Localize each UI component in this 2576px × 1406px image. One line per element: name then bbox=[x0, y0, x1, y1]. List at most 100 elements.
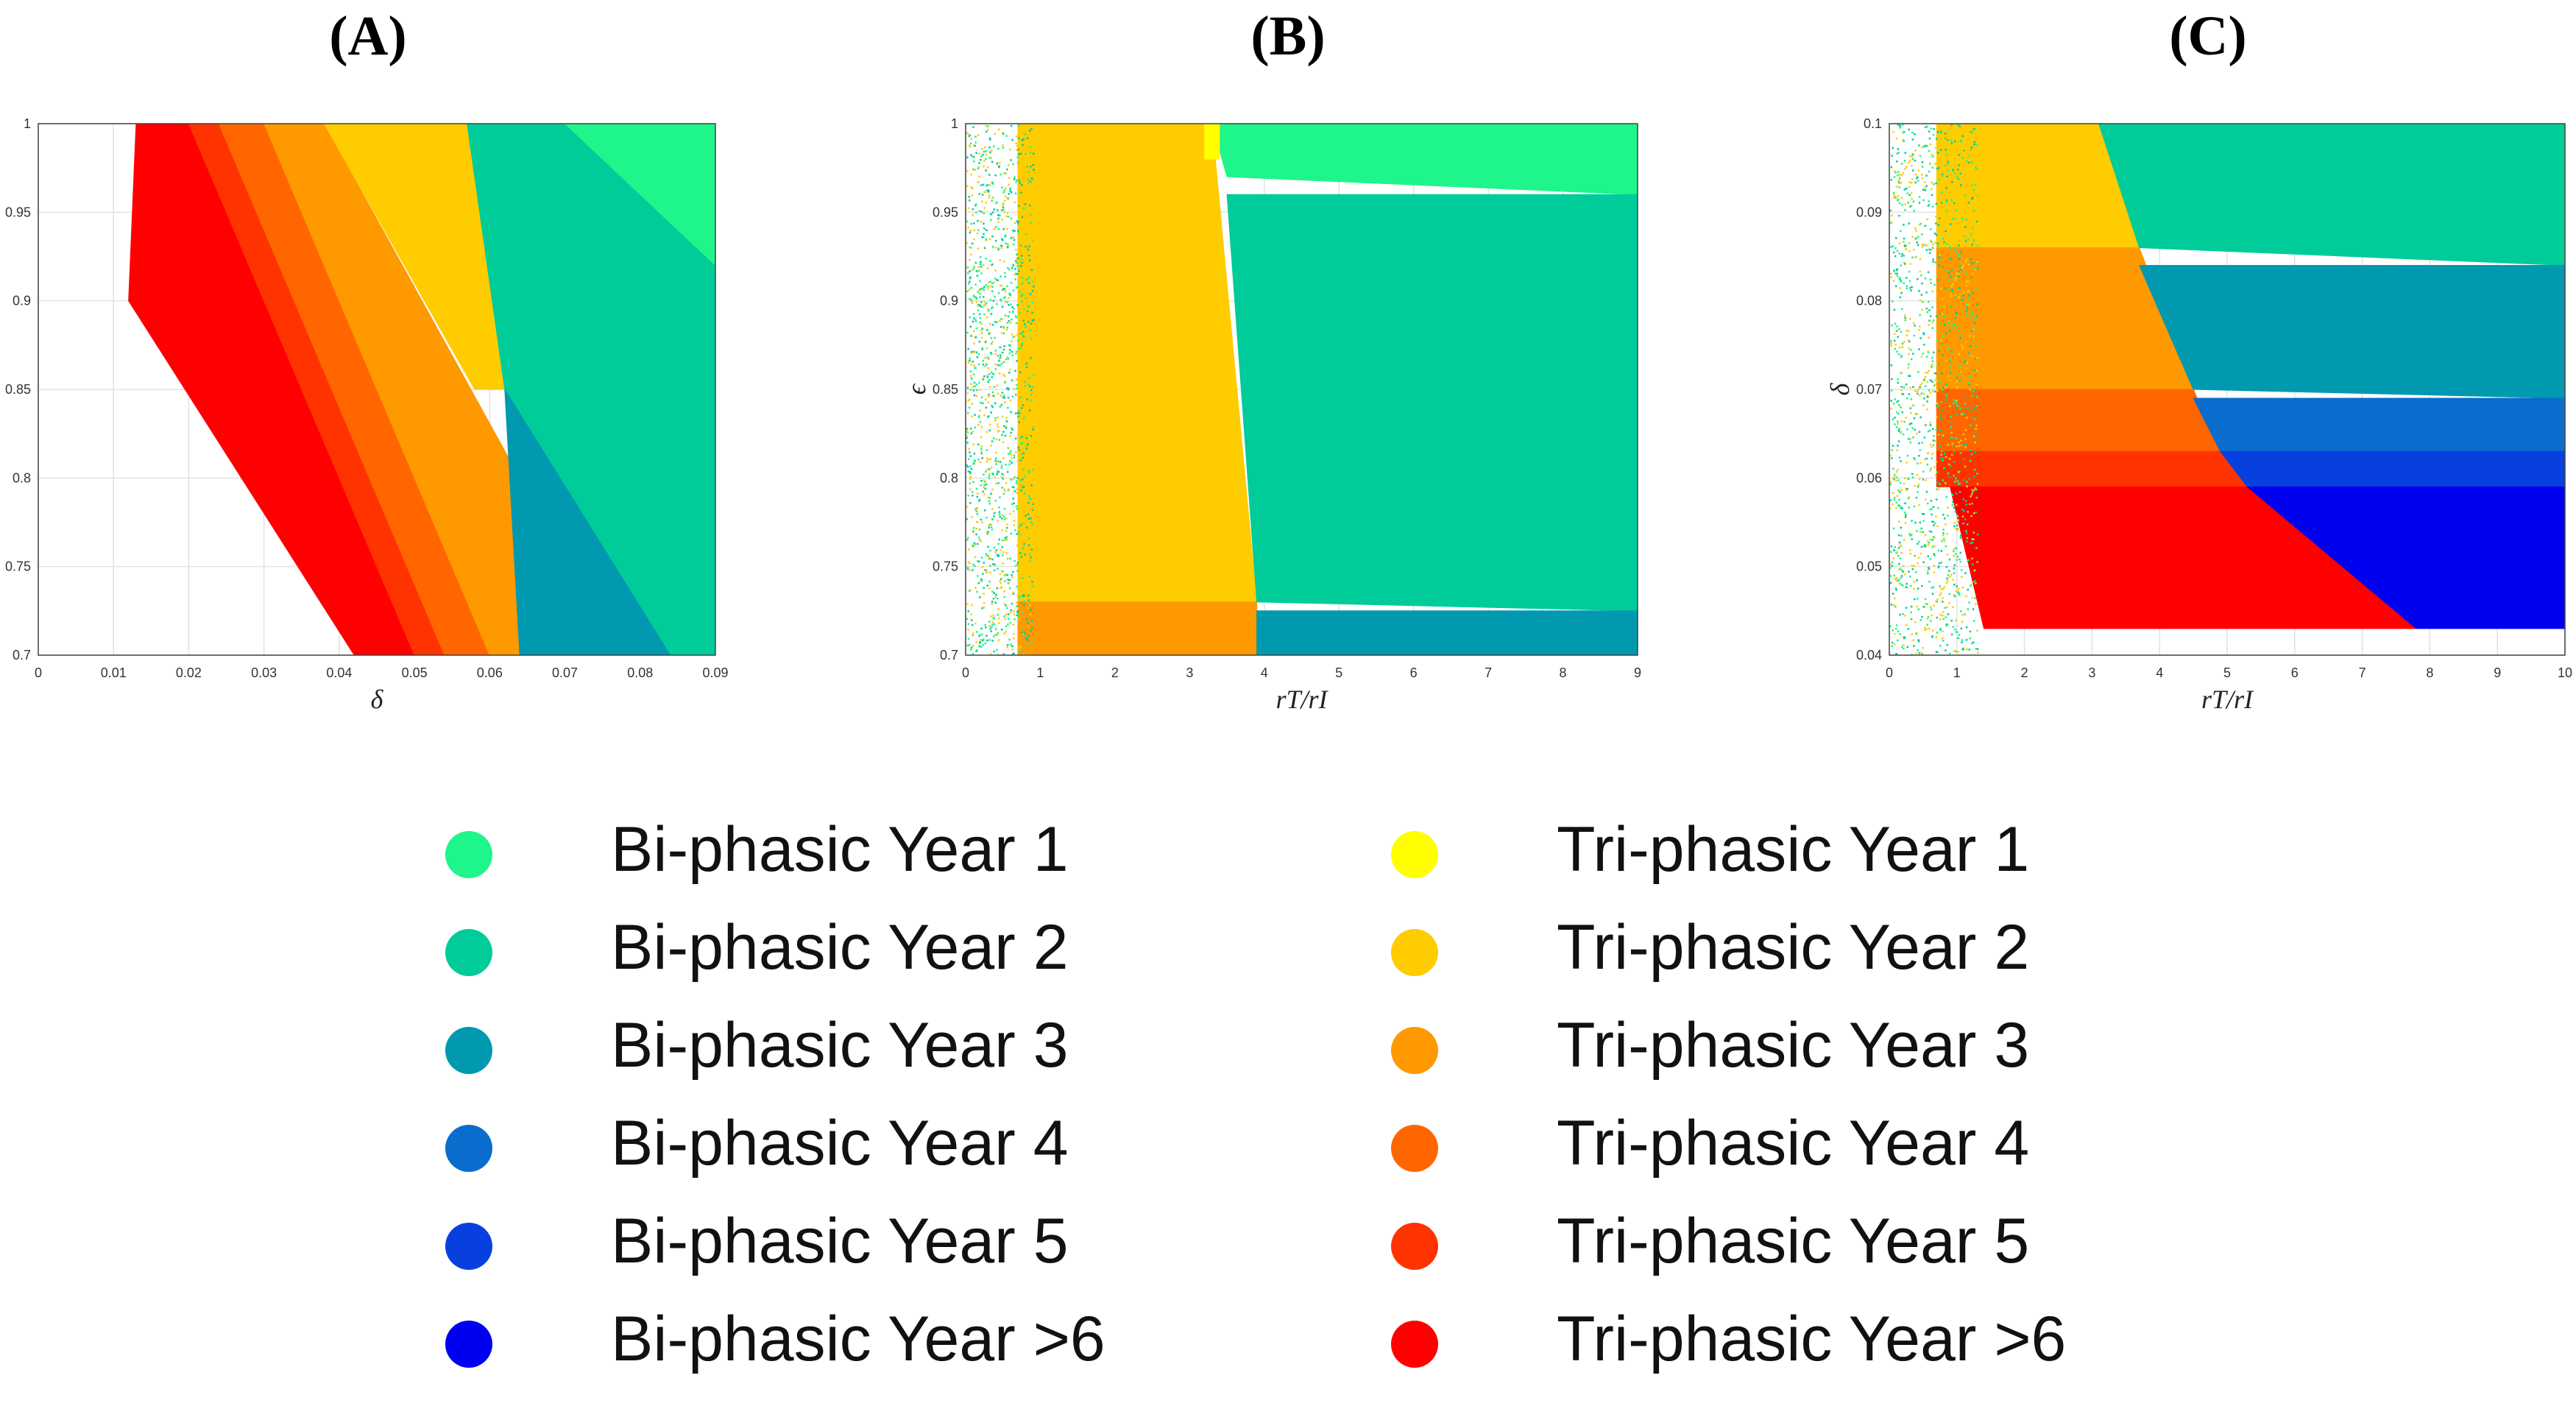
scatter-point bbox=[1950, 464, 1952, 467]
scatter-point bbox=[1899, 557, 1902, 559]
scatter-point bbox=[1921, 166, 1924, 168]
scatter-point bbox=[1900, 526, 1902, 529]
scatter-point bbox=[1948, 558, 1951, 561]
scatter-point bbox=[1936, 402, 1939, 405]
scatter-point bbox=[1032, 239, 1034, 241]
scatter-point bbox=[1897, 152, 1900, 154]
scatter-point bbox=[998, 513, 1001, 516]
scatter-point bbox=[1967, 291, 1970, 293]
scatter-point bbox=[1021, 519, 1024, 522]
scatter-point bbox=[1908, 570, 1910, 573]
scatter-point bbox=[1922, 392, 1925, 395]
scatter-point bbox=[1955, 590, 1958, 592]
scatter-point bbox=[1925, 371, 1927, 374]
scatter-point bbox=[1021, 632, 1023, 634]
scatter-point bbox=[976, 513, 979, 515]
scatter-point bbox=[1015, 286, 1018, 289]
scatter-point bbox=[1893, 269, 1895, 272]
scatter-point bbox=[1952, 606, 1954, 609]
scatter-point bbox=[1021, 628, 1023, 631]
scatter-point bbox=[980, 436, 983, 439]
scatter-point bbox=[1906, 192, 1908, 195]
scatter-point bbox=[1931, 360, 1934, 363]
legend-label: Bi-phasic Year 4 bbox=[611, 1108, 1069, 1179]
scatter-point bbox=[1893, 170, 1896, 172]
scatter-point bbox=[1956, 585, 1958, 587]
scatter-point bbox=[1928, 336, 1930, 339]
legend-item: Tri-phasic Year 5 bbox=[1391, 1205, 2201, 1293]
scatter-point bbox=[999, 259, 1001, 261]
scatter-point bbox=[985, 169, 987, 172]
scatter-point bbox=[1028, 575, 1030, 578]
scatter-point bbox=[1932, 243, 1934, 246]
scatter-point bbox=[970, 335, 972, 337]
legend-swatch bbox=[445, 1125, 492, 1172]
scatter-point bbox=[1971, 541, 1974, 544]
scatter-point bbox=[1007, 358, 1010, 360]
scatter-point bbox=[969, 246, 971, 249]
scatter-point bbox=[970, 138, 973, 141]
scatter-point bbox=[1013, 239, 1016, 241]
scatter-point bbox=[1007, 613, 1010, 615]
scatter-point bbox=[1902, 132, 1905, 134]
scatter-point bbox=[1010, 450, 1012, 452]
scatter-point bbox=[1020, 384, 1023, 386]
scatter-point bbox=[1024, 385, 1027, 387]
scatter-point bbox=[981, 147, 983, 150]
scatter-point bbox=[1894, 578, 1896, 580]
scatter-point bbox=[980, 450, 983, 452]
scatter-point bbox=[1027, 178, 1029, 181]
scatter-point bbox=[1972, 340, 1975, 342]
scatter-point bbox=[1970, 329, 1973, 332]
scatter-point bbox=[1975, 405, 1978, 407]
scatter-point bbox=[1923, 458, 1926, 461]
scatter-point bbox=[1924, 126, 1927, 129]
scatter-point bbox=[1936, 616, 1938, 619]
scatter-point bbox=[1889, 507, 1892, 509]
scatter-point bbox=[997, 608, 1000, 610]
scatter-point bbox=[1956, 480, 1959, 482]
scatter-point bbox=[1893, 308, 1896, 311]
scatter-point bbox=[994, 368, 997, 370]
scatter-point bbox=[1015, 394, 1017, 397]
scatter-point bbox=[1895, 330, 1898, 332]
scatter-point bbox=[972, 652, 974, 655]
scatter-point bbox=[1933, 554, 1936, 557]
scatter-point bbox=[1926, 125, 1929, 128]
scatter-point bbox=[1958, 380, 1961, 382]
scatter-point bbox=[1025, 493, 1027, 495]
x-axis-label: rT/rI bbox=[2201, 685, 2254, 714]
scatter-point bbox=[983, 479, 986, 481]
scatter-point bbox=[1935, 428, 1938, 431]
scatter-point bbox=[997, 639, 1000, 641]
scatter-point bbox=[1898, 353, 1900, 356]
scatter-point bbox=[1019, 354, 1022, 356]
scatter-point bbox=[1936, 525, 1939, 528]
scatter-point bbox=[986, 189, 988, 191]
scatter-point bbox=[1971, 131, 1973, 134]
region-tri-phasic-year-4 bbox=[1936, 389, 2221, 452]
y-tick-label: 0.75 bbox=[5, 559, 31, 574]
scatter-point bbox=[1903, 314, 1906, 317]
scatter-point bbox=[1912, 322, 1915, 325]
scatter-point bbox=[1903, 636, 1906, 638]
scatter-point bbox=[1019, 347, 1022, 350]
scatter-point bbox=[1002, 441, 1005, 443]
legend-swatch bbox=[1391, 1027, 1438, 1074]
scatter-point bbox=[1967, 381, 1970, 384]
scatter-point bbox=[985, 124, 987, 127]
scatter-point bbox=[977, 291, 979, 293]
scatter-point bbox=[1908, 250, 1911, 252]
scatter-point bbox=[1974, 441, 1977, 444]
scatter-point bbox=[1005, 463, 1007, 466]
scatter-point bbox=[1941, 191, 1943, 194]
scatter-point bbox=[1905, 586, 1908, 588]
scatter-point bbox=[986, 517, 988, 519]
scatter-point bbox=[1012, 163, 1014, 166]
scatter-point bbox=[1908, 353, 1910, 356]
scatter-point bbox=[1018, 124, 1020, 127]
scatter-point bbox=[986, 229, 989, 232]
scatter-point bbox=[1928, 580, 1931, 583]
scatter-point bbox=[1897, 381, 1899, 384]
